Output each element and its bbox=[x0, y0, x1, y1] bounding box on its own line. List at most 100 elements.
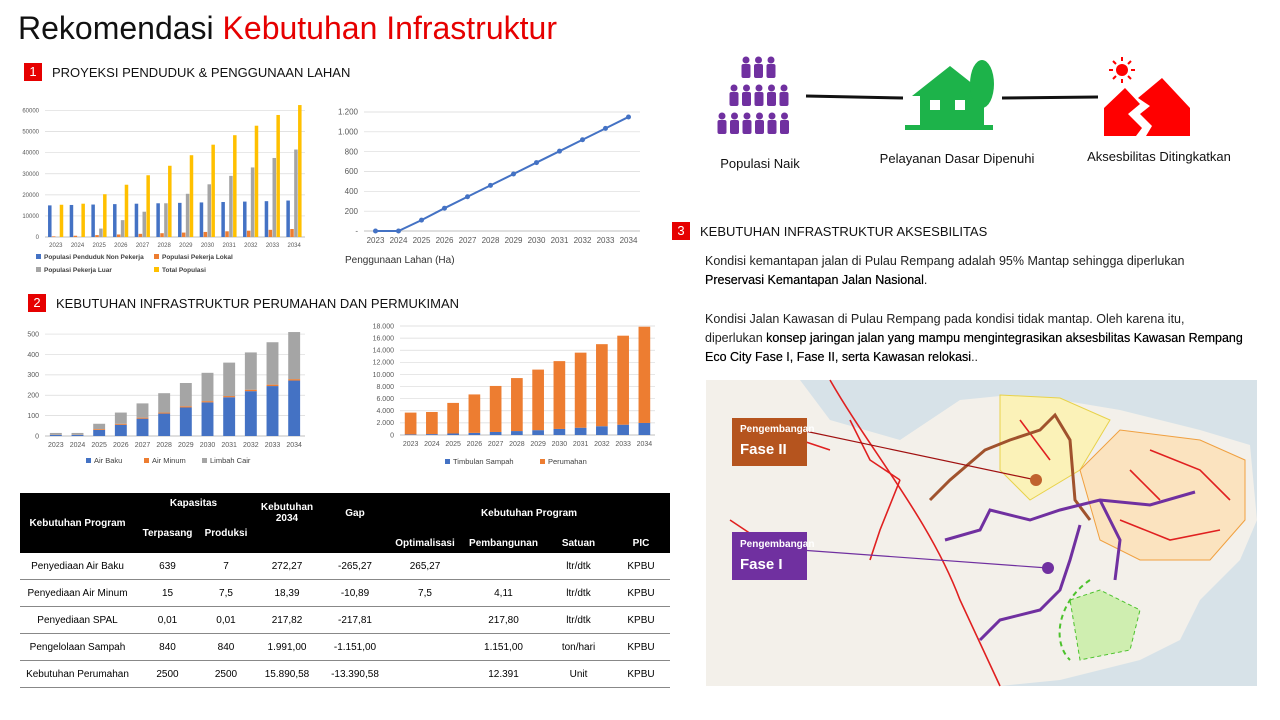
bar bbox=[178, 202, 182, 237]
bar-segment bbox=[266, 386, 279, 436]
table-cell bbox=[388, 606, 462, 634]
x-tick-label: 2026 bbox=[436, 236, 454, 245]
bar bbox=[290, 228, 294, 237]
x-tick-label: 2028 bbox=[156, 442, 172, 449]
x-tick-label: 2028 bbox=[157, 243, 171, 249]
table-cell: Pengelolaan Sampah bbox=[20, 633, 135, 661]
x-tick-label: 2033 bbox=[265, 442, 281, 449]
y-tick-label: - bbox=[355, 227, 358, 236]
bar-segment bbox=[93, 429, 106, 436]
y-tick-label: 14.000 bbox=[373, 348, 395, 355]
bar-segment bbox=[158, 413, 171, 436]
y-tick-label: 2.000 bbox=[376, 420, 394, 427]
x-tick-label: 2028 bbox=[482, 236, 500, 245]
bar bbox=[268, 229, 273, 237]
bar bbox=[164, 203, 168, 237]
x-tick-label: 2023 bbox=[48, 442, 64, 449]
y-tick-label: 1.000 bbox=[338, 128, 359, 137]
y-tick-label: 60000 bbox=[22, 109, 39, 115]
bar-segment bbox=[136, 403, 149, 418]
x-tick-label: 2023 bbox=[49, 243, 63, 249]
section-title: KEBUTUHAN INFRASTRUKTUR PERUMAHAN DAN PE… bbox=[56, 295, 460, 311]
bar-segment bbox=[288, 379, 301, 381]
point bbox=[626, 114, 631, 120]
person bbox=[729, 92, 739, 106]
x-tick-label: 2032 bbox=[243, 442, 259, 449]
table-cell: 2500 bbox=[200, 660, 252, 688]
person bbox=[767, 120, 777, 134]
table-cell: Penyediaan Air Baku bbox=[20, 553, 135, 580]
x-tick-label: 2032 bbox=[244, 243, 258, 249]
x-tick-label: 2033 bbox=[615, 441, 631, 448]
person bbox=[768, 84, 775, 92]
x-tick-label: 2033 bbox=[597, 236, 615, 245]
access-icon bbox=[1104, 57, 1190, 136]
bar-segment bbox=[532, 430, 544, 435]
bar-segment bbox=[468, 432, 481, 435]
section-number: 3 bbox=[672, 222, 690, 240]
section-heading: 2 KEBUTUHAN INFRASTRUKTUR PERUMAHAN DAN P… bbox=[28, 294, 459, 312]
bar-segment bbox=[288, 332, 301, 380]
table-cell: -1.151,00 bbox=[322, 633, 388, 661]
bar-segment bbox=[447, 402, 459, 434]
bar-segment bbox=[71, 434, 84, 436]
person bbox=[742, 120, 752, 134]
table-cell: Penyediaan SPAL bbox=[20, 606, 135, 634]
person bbox=[767, 56, 775, 64]
table-cell: -13.390,58 bbox=[322, 660, 388, 688]
table-cell: 217,80 bbox=[462, 606, 545, 634]
x-tick-label: 2026 bbox=[113, 442, 129, 449]
legend-swatch bbox=[540, 459, 545, 464]
x-tick-label: 2023 bbox=[403, 441, 419, 448]
table-cell: KPBU bbox=[612, 660, 670, 688]
x-tick-label: 2027 bbox=[488, 441, 504, 448]
x-tick-label: 2028 bbox=[509, 441, 525, 448]
y-tick-label: 600 bbox=[345, 167, 359, 176]
legend-swatch bbox=[144, 458, 149, 463]
axis-label: Penggunaan Lahan (Ha) bbox=[345, 255, 455, 266]
y-tick-label: 0 bbox=[35, 433, 39, 440]
legend-swatch bbox=[154, 254, 159, 259]
person bbox=[731, 112, 738, 120]
table-cell: 15.890,58 bbox=[252, 660, 322, 688]
bar bbox=[103, 194, 107, 237]
bar-segment bbox=[468, 394, 481, 433]
bar bbox=[138, 233, 143, 237]
connector bbox=[1001, 95, 1099, 100]
person bbox=[755, 84, 763, 92]
x-tick-label: 2031 bbox=[573, 441, 589, 448]
legend-label: Limbah Cair bbox=[210, 456, 251, 465]
x-tick-label: 2034 bbox=[620, 236, 638, 245]
bar bbox=[48, 205, 52, 237]
legend-swatch bbox=[86, 458, 91, 463]
table-cell: 1.151,00 bbox=[462, 633, 545, 661]
point bbox=[511, 171, 516, 177]
bar-segment bbox=[489, 385, 502, 432]
bar bbox=[59, 204, 64, 237]
paragraph-text: .. bbox=[971, 350, 979, 364]
point bbox=[419, 217, 424, 223]
legend-label: Populasi Penduduk Non Pekerja bbox=[44, 254, 144, 261]
bar-segment bbox=[447, 433, 459, 435]
legend-label: Perumahan bbox=[548, 457, 587, 466]
bar-segment bbox=[71, 432, 84, 435]
table-cell: 0,01 bbox=[135, 606, 200, 634]
x-tick-label: 2031 bbox=[551, 236, 569, 245]
bar-segment bbox=[617, 424, 629, 435]
bar bbox=[146, 175, 150, 237]
y-tick-label: 10000 bbox=[22, 214, 39, 220]
y-tick-label: 400 bbox=[27, 352, 39, 359]
bar bbox=[134, 203, 139, 237]
bar-segment bbox=[596, 344, 608, 427]
x-tick-label: 2024 bbox=[71, 243, 85, 249]
bar-segment bbox=[136, 417, 149, 419]
x-tick-label: 2032 bbox=[574, 236, 592, 245]
person bbox=[754, 64, 763, 78]
table-cell: 1.991,00 bbox=[252, 633, 322, 661]
person bbox=[730, 84, 738, 92]
y-tick-label: 50000 bbox=[22, 130, 39, 136]
map-label: Pengembangan bbox=[740, 539, 814, 550]
table-cell: 840 bbox=[135, 633, 200, 661]
y-tick-label: 4.000 bbox=[376, 408, 394, 415]
bar-segment bbox=[49, 432, 62, 435]
